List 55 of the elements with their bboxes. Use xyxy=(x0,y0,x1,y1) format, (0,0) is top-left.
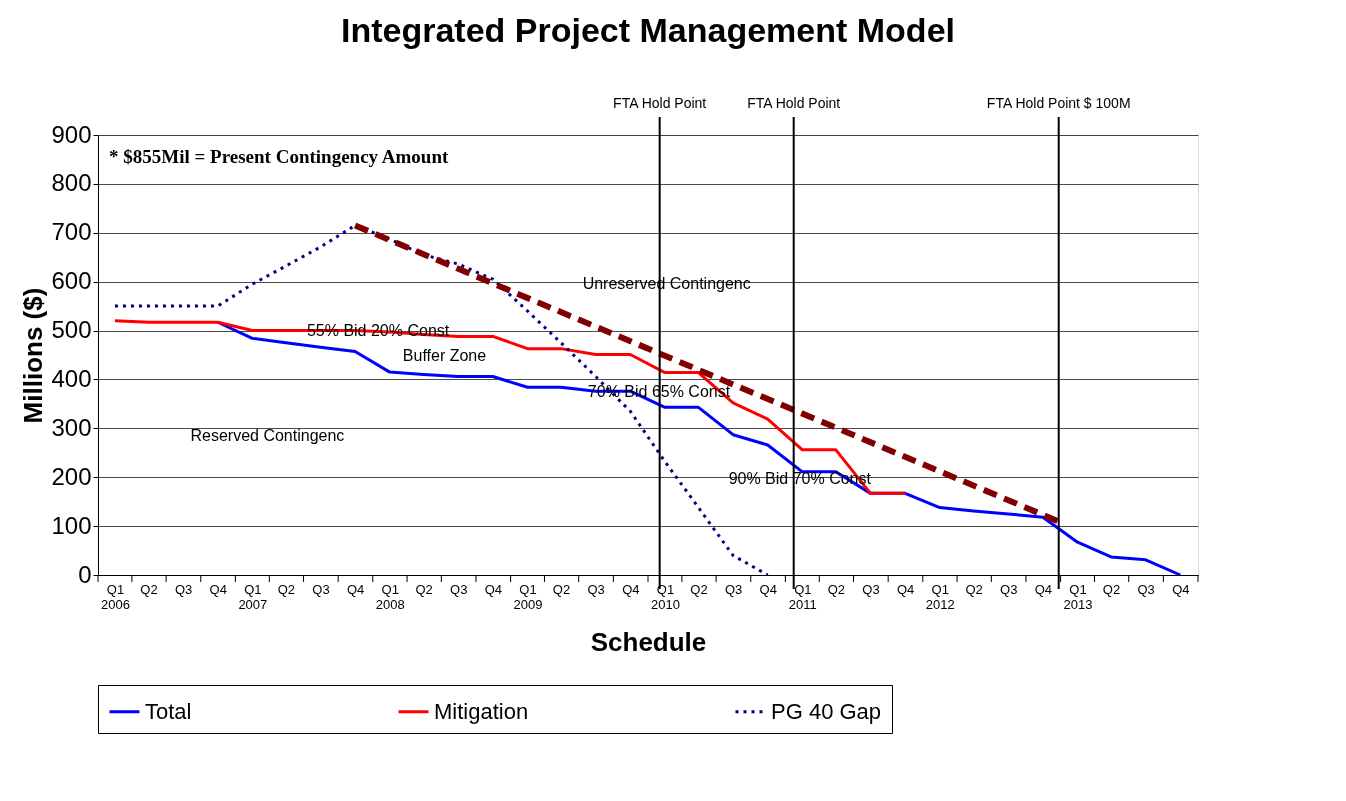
x-axis-title: Schedule xyxy=(590,626,707,657)
x-tick-label: Q1 2012 xyxy=(925,581,955,612)
x-tick-label: Q4 xyxy=(1034,581,1053,597)
x-tick-label: Q2 xyxy=(827,581,846,597)
x-tick-label: Q4 xyxy=(209,581,227,597)
line-series xyxy=(113,319,907,495)
x-tick-label: Q2 xyxy=(965,581,983,597)
x-tick-label: Q2 xyxy=(1102,581,1121,597)
x-tick-label: Q3 xyxy=(312,581,330,597)
x-tick-label: Q3 xyxy=(862,581,880,597)
x-tick-label: Q2 xyxy=(140,581,158,597)
y-tick-label: 200 xyxy=(51,462,92,490)
chart-title: Integrated Project Management Model xyxy=(341,11,955,49)
y-tick-label: 700 xyxy=(51,218,92,246)
legend-label: Total xyxy=(145,698,192,724)
x-tick-label: Q2 xyxy=(690,581,708,597)
y-tick-label: 100 xyxy=(51,511,92,539)
ref-line-label: FTA Hold Point $ 100M xyxy=(986,95,1131,111)
y-tick-label: 800 xyxy=(51,169,92,197)
x-tick-label: Q3 xyxy=(724,581,743,597)
legend-label: Mitigation xyxy=(434,698,529,724)
y-tick-label: 500 xyxy=(51,316,92,344)
x-tick-label: Q3 xyxy=(1137,581,1155,597)
x-tick-label: Q1 2007 xyxy=(238,581,268,612)
x-tick-label: Q1 2013 xyxy=(1063,581,1093,612)
ref-line-label: FTA Hold Point xyxy=(613,95,707,111)
y-tick-label: 900 xyxy=(51,120,92,148)
x-tick-label: Q4 xyxy=(484,581,503,597)
annotation: Reserved Contingenc xyxy=(190,427,345,445)
x-tick-label: Q4 xyxy=(1172,581,1190,597)
y-axis-title: Millions ($) xyxy=(18,287,49,424)
annotation: Buffer Zone xyxy=(402,347,487,365)
y-tick-label: 0 xyxy=(78,560,92,588)
x-tick-label: Q4 xyxy=(622,581,640,597)
x-tick-label: Q2 xyxy=(415,581,433,597)
x-tick-label: Q3 xyxy=(450,581,468,597)
legend-label: PG 40 Gap xyxy=(771,698,882,724)
x-tick-label: Q4 xyxy=(896,581,915,597)
y-tick-label: 400 xyxy=(51,364,92,392)
x-tick-label: Q1 2010 xyxy=(650,581,680,612)
y-tick-label: 600 xyxy=(51,267,92,295)
x-tick-label: Q3 xyxy=(174,581,193,597)
x-tick-label: Q3 xyxy=(587,581,605,597)
x-tick-label: Q1 2008 xyxy=(375,581,405,612)
x-tick-label: Q1 2006 xyxy=(100,581,130,612)
ref-line-label: FTA Hold Point xyxy=(747,95,841,111)
x-tick-label: Q2 xyxy=(277,581,296,597)
x-tick-label: Q1 2009 xyxy=(513,581,543,612)
x-tick-label: Q1 2011 xyxy=(788,581,817,612)
y-tick-label: 300 xyxy=(51,413,92,441)
x-tick-label: Q3 xyxy=(1000,581,1018,597)
annotation: * $855Mil = Present Contingency Amount xyxy=(109,146,449,167)
x-tick-label: Q4 xyxy=(346,581,365,597)
x-tick-label: Q4 xyxy=(759,581,777,597)
x-tick-label: Q2 xyxy=(552,581,571,597)
